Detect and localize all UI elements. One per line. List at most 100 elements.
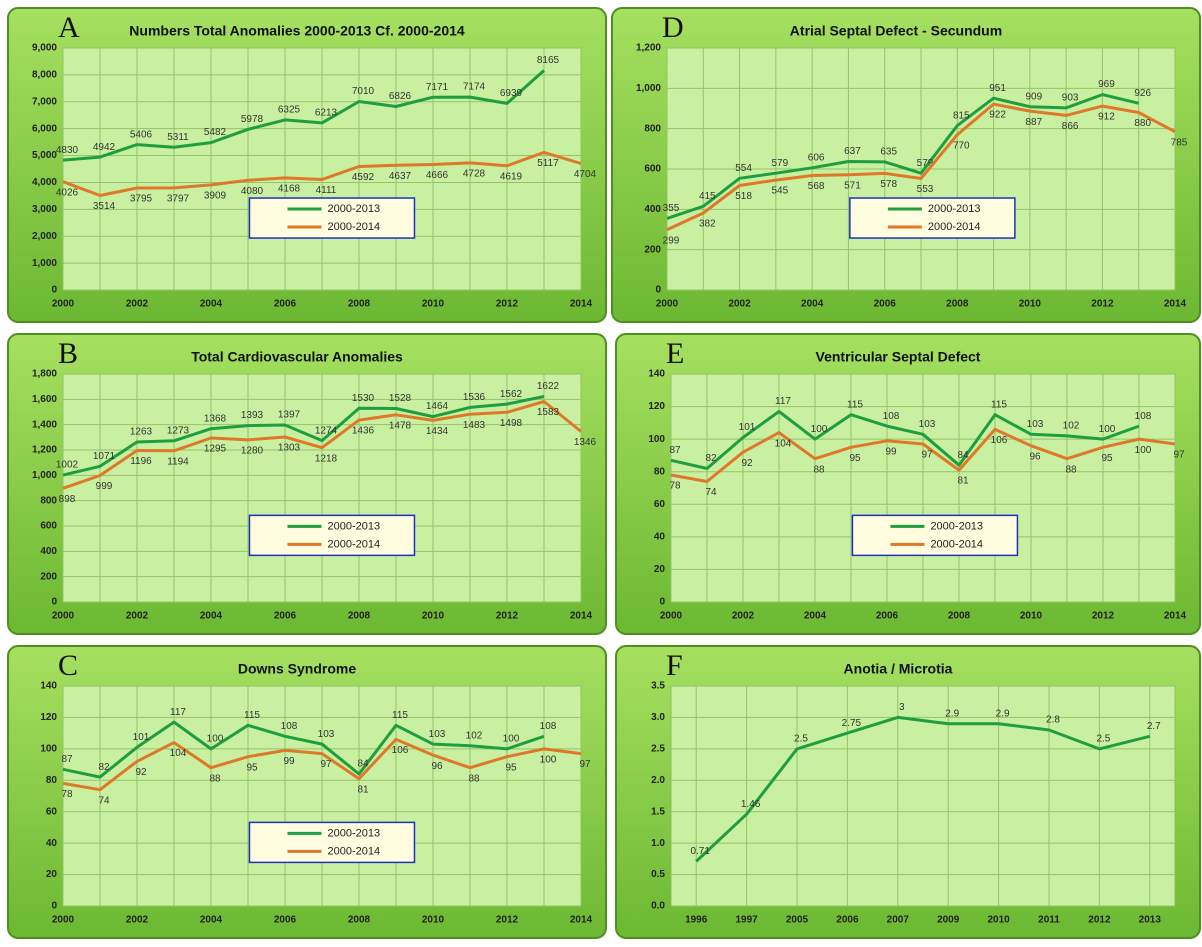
data-label: 115 bbox=[244, 710, 260, 721]
y-tick-label: 4,000 bbox=[32, 177, 57, 188]
x-tick-label: 2008 bbox=[946, 299, 969, 310]
x-tick-label: 2012 bbox=[1092, 611, 1115, 622]
x-tick-label: 2012 bbox=[496, 611, 519, 622]
x-tick-label: 2012 bbox=[1091, 299, 1114, 310]
data-label: 88 bbox=[468, 773, 480, 784]
x-tick-label: 2014 bbox=[1164, 611, 1187, 622]
data-label: 518 bbox=[735, 191, 752, 202]
data-label: 106 bbox=[392, 745, 409, 756]
x-tick-label: 2014 bbox=[570, 611, 593, 622]
y-tick-label: 1.5 bbox=[651, 806, 665, 817]
legend-box bbox=[248, 514, 416, 557]
data-label: 880 bbox=[1134, 118, 1151, 129]
data-label: 117 bbox=[170, 707, 186, 718]
data-label: 969 bbox=[1098, 79, 1115, 90]
legend-label: 2000-2013 bbox=[327, 203, 380, 215]
x-tick-label: 2006 bbox=[876, 611, 899, 622]
y-tick-label: 60 bbox=[654, 499, 666, 510]
x-tick-label: 2014 bbox=[570, 915, 593, 926]
data-label: 100 bbox=[207, 733, 224, 744]
data-label: 578 bbox=[880, 179, 897, 190]
x-tick-label: 2000 bbox=[52, 611, 75, 622]
panel-letter: F bbox=[666, 649, 683, 682]
x-tick-label: 2010 bbox=[1019, 299, 1042, 310]
y-tick-label: 3.5 bbox=[651, 681, 665, 692]
data-label: 101 bbox=[133, 732, 150, 743]
data-label: 4942 bbox=[93, 142, 116, 153]
data-label: 579 bbox=[917, 158, 934, 169]
y-tick-label: 3,000 bbox=[32, 204, 57, 215]
data-label: 1397 bbox=[278, 410, 301, 421]
data-label: 104 bbox=[170, 748, 187, 759]
data-label: 6325 bbox=[278, 105, 301, 116]
data-label: 92 bbox=[741, 458, 753, 469]
data-label: 571 bbox=[844, 180, 861, 191]
data-label: 1483 bbox=[463, 420, 486, 431]
data-label: 7171 bbox=[426, 82, 449, 93]
x-tick-label: 2006 bbox=[274, 611, 297, 622]
data-label: 4830 bbox=[56, 145, 79, 156]
x-tick-label: 2004 bbox=[200, 611, 223, 622]
x-tick-label: 2000 bbox=[656, 299, 679, 310]
x-tick-label: 2010 bbox=[422, 915, 445, 926]
data-label: 81 bbox=[957, 476, 969, 487]
panel-letter: C bbox=[58, 649, 78, 682]
data-line bbox=[666, 102, 1176, 232]
data-label: 1071 bbox=[93, 451, 116, 462]
x-tick-label: 2012 bbox=[1088, 915, 1111, 926]
x-tick-label: 1997 bbox=[735, 915, 758, 926]
data-label: 4637 bbox=[389, 171, 412, 182]
legend-label: 2000-2013 bbox=[327, 827, 380, 839]
y-tick-label: 40 bbox=[654, 531, 666, 542]
x-tick-label: 2014 bbox=[1164, 299, 1187, 310]
y-tick-label: 100 bbox=[40, 743, 57, 754]
x-tick-label: 2006 bbox=[836, 915, 859, 926]
data-label: 95 bbox=[849, 453, 861, 464]
y-tick-label: 7,000 bbox=[32, 96, 57, 107]
data-label: 97 bbox=[921, 450, 933, 461]
y-tick-label: 100 bbox=[648, 434, 665, 445]
data-label: 5482 bbox=[204, 127, 227, 138]
data-label: 1303 bbox=[278, 443, 301, 454]
data-label: 4728 bbox=[463, 169, 486, 180]
data-line bbox=[670, 427, 1176, 483]
x-tick-label: 2004 bbox=[804, 611, 827, 622]
data-label: 3909 bbox=[204, 191, 227, 202]
data-label: 8165 bbox=[537, 55, 560, 66]
data-label: 100 bbox=[540, 754, 557, 765]
x-tick-label: 2011 bbox=[1038, 915, 1060, 926]
x-tick-label: 2002 bbox=[732, 611, 755, 622]
data-label: 2.8 bbox=[1046, 715, 1060, 726]
y-tick-label: 1,000 bbox=[32, 258, 57, 269]
x-tick-label: 2000 bbox=[52, 915, 75, 926]
data-line bbox=[62, 150, 582, 197]
data-label: 117 bbox=[775, 396, 791, 407]
data-label: 1280 bbox=[241, 446, 264, 457]
y-tick-label: 600 bbox=[40, 521, 57, 532]
x-tick-label: 2006 bbox=[274, 915, 297, 926]
data-label: 101 bbox=[739, 422, 756, 433]
data-label: 579 bbox=[772, 158, 789, 169]
y-tick-label: 1,200 bbox=[32, 445, 57, 456]
data-label: 887 bbox=[1026, 117, 1043, 128]
x-tick-label: 2000 bbox=[52, 299, 75, 310]
y-tick-label: 1,600 bbox=[32, 394, 57, 405]
y-tick-label: 400 bbox=[40, 546, 57, 557]
data-label: 3 bbox=[899, 702, 905, 713]
data-label: 785 bbox=[1171, 137, 1188, 148]
data-label: 3797 bbox=[167, 194, 190, 205]
data-label: 99 bbox=[885, 446, 897, 457]
x-tick-label: 2012 bbox=[496, 299, 519, 310]
x-tick-label: 1996 bbox=[685, 915, 708, 926]
data-label: 866 bbox=[1062, 121, 1079, 132]
data-label: 2.5 bbox=[794, 733, 808, 744]
legend-label: 2000-2013 bbox=[930, 520, 983, 532]
panel-letter: E bbox=[666, 337, 684, 370]
data-label: 6939 bbox=[500, 88, 523, 99]
data-label: 4592 bbox=[352, 172, 375, 183]
data-label: 115 bbox=[847, 399, 863, 410]
data-label: 1622 bbox=[537, 381, 560, 392]
data-label: 87 bbox=[61, 754, 73, 765]
y-tick-label: 2.0 bbox=[651, 775, 665, 786]
data-line bbox=[62, 737, 582, 792]
